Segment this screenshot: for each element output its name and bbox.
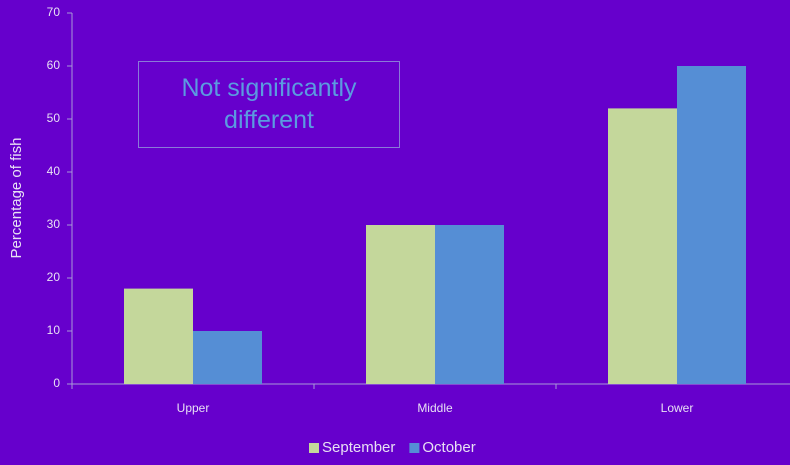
legend-label: September xyxy=(322,439,395,456)
bar xyxy=(193,331,262,384)
y-tick-label: 50 xyxy=(47,111,61,125)
legend-swatch xyxy=(309,443,319,453)
y-tick-label: 70 xyxy=(47,5,61,19)
y-tick-label: 20 xyxy=(47,270,61,284)
y-tick-label: 0 xyxy=(53,376,60,390)
y-tick-label: 60 xyxy=(47,58,61,72)
x-tick-label: Lower xyxy=(661,401,694,415)
bar xyxy=(677,66,746,384)
bar xyxy=(366,225,435,384)
y-tick-label: 40 xyxy=(47,164,61,178)
y-axis-label: Percentage of fish xyxy=(8,138,25,259)
bar xyxy=(608,108,677,385)
legend-label: October xyxy=(422,439,475,456)
legend-swatch xyxy=(409,443,420,453)
annotation: Not significantly different xyxy=(138,61,400,148)
bar xyxy=(124,288,193,384)
x-tick-label: Upper xyxy=(177,401,210,415)
x-tick-label: Middle xyxy=(417,401,453,415)
y-tick-label: 10 xyxy=(47,323,61,337)
bar xyxy=(435,225,504,384)
y-tick-label: 30 xyxy=(47,217,61,231)
